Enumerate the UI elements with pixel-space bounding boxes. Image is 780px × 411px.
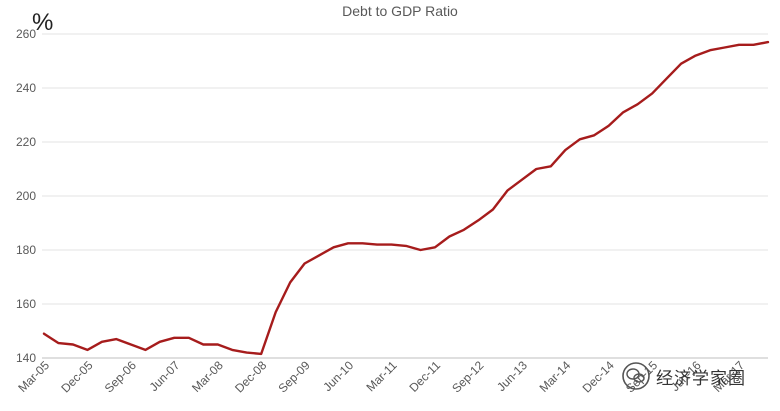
gridlines [42,33,768,359]
x-tick-label: Dec-05 [58,358,95,395]
y-tick-label: 220 [16,135,36,149]
y-tick-label: 160 [16,297,36,311]
x-tick-label: Jun-13 [494,358,530,394]
y-tick-label: 180 [16,243,36,257]
x-tick-label: Sep-06 [102,358,139,395]
x-tick-label: Sep-09 [275,358,312,395]
x-tick-label: Jun-07 [147,358,183,394]
x-tick-label: Dec-14 [580,358,617,395]
x-tick-label: Sep-12 [449,358,486,395]
watermark-text: 经济学家圈 [656,368,746,389]
x-tick-label: Mar-11 [363,358,399,394]
series-line [42,40,770,356]
x-tick-label: Dec-08 [232,358,269,395]
x-tick-label: Dec-11 [406,358,443,395]
x-tick-label: Mar-14 [537,358,574,395]
y-tick-label: 140 [16,351,36,365]
y-tick-label: 240 [16,81,36,95]
y-tick-label: 200 [16,189,36,203]
y-axis: 140 160 180 200 220 240 260 [16,27,36,365]
watermark: 经济学家圈 [622,362,746,390]
y-unit-label: % [32,9,53,36]
y-tick-label: 260 [16,27,36,41]
chart-title: Debt to GDP Ratio [342,3,458,19]
x-tick-label: Mar-08 [189,358,226,395]
wechat-icon [622,362,650,390]
x-tick-label: Jun-10 [320,358,356,394]
